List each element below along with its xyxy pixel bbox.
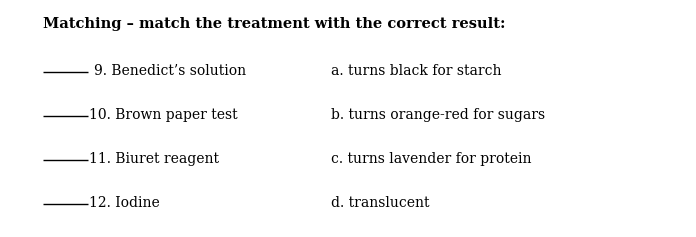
- Text: Matching – match the treatment with the correct result:: Matching – match the treatment with the …: [43, 17, 506, 31]
- Text: d. translucent: d. translucent: [331, 196, 429, 210]
- Text: 10. Brown paper test: 10. Brown paper test: [89, 108, 238, 122]
- Text: 11. Biuret reagent: 11. Biuret reagent: [89, 152, 219, 166]
- Text: c. turns lavender for protein: c. turns lavender for protein: [331, 152, 531, 166]
- Text: 9. Benedict’s solution: 9. Benedict’s solution: [94, 64, 246, 78]
- Text: b. turns orange-red for sugars: b. turns orange-red for sugars: [331, 108, 545, 122]
- Text: a. turns black for starch: a. turns black for starch: [331, 64, 501, 78]
- Text: 12. Iodine: 12. Iodine: [89, 196, 160, 210]
